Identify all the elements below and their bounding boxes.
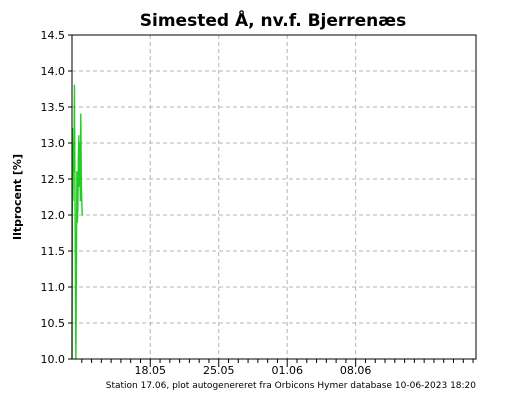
- data-point: [81, 200, 83, 202]
- series-layer: [71, 84, 84, 360]
- y-axis: 10.0 10.5 11.0 11.5 12.0 12.5 13.0 13.5 14.0 14.5: [41, 29, 72, 366]
- data-point: [72, 142, 75, 144]
- x-tick-label: 08.06: [340, 364, 372, 377]
- data-point: [74, 272, 77, 274]
- data-point: [80, 113, 82, 115]
- data-point: [79, 142, 81, 144]
- data-point: [76, 221, 78, 223]
- chart-title: Simested Å, nv.f. Bjerrenæs: [140, 8, 406, 31]
- x-tick-label: 18.05: [135, 364, 167, 377]
- x-tick-label: 25.05: [203, 364, 235, 377]
- y-tick-label: 11.0: [41, 281, 66, 294]
- y-tick-label: 10.0: [41, 353, 66, 366]
- data-point: [79, 200, 81, 202]
- y-axis-label: Iltprocent [%]: [11, 154, 24, 240]
- data-point: [74, 185, 76, 187]
- data-point: [77, 156, 79, 158]
- plot-frame: [71, 34, 477, 360]
- footer-note: Station 17.06, plot autogenereret fra Or…: [106, 381, 477, 391]
- data-point: [73, 84, 76, 86]
- y-tick-label: 12.0: [41, 209, 66, 222]
- y-tick-label: 13.5: [41, 101, 66, 114]
- data-point: [73, 171, 75, 173]
- data-point: [82, 214, 84, 216]
- data-point: [76, 171, 78, 173]
- data-point: [78, 135, 80, 137]
- data-point: [77, 207, 79, 209]
- y-tick-label: 14.0: [41, 65, 66, 78]
- data-point: [80, 178, 82, 180]
- y-tick-label: 14.5: [41, 29, 66, 42]
- y-tick-label: 10.5: [41, 317, 66, 330]
- y-tick-label: 12.5: [41, 173, 66, 186]
- data-point: [72, 200, 74, 202]
- data-point: [78, 185, 80, 187]
- y-tick-label: 11.5: [41, 245, 66, 258]
- x-axis: 18.05 25.05 01.06 08.06: [81, 359, 474, 377]
- grid-layer: [72, 35, 476, 359]
- data-point: [75, 272, 78, 274]
- y-tick-label: 13.0: [41, 137, 66, 150]
- plot-area: [71, 34, 477, 360]
- x-tick-label: 01.06: [271, 364, 303, 377]
